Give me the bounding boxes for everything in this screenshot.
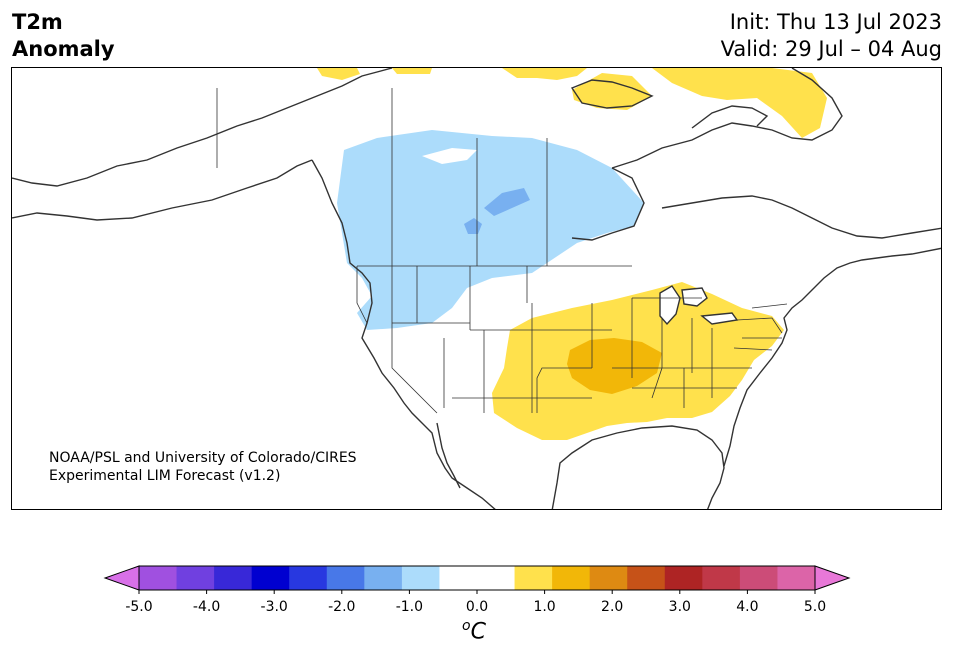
colorbar-tick-label: 5.0 xyxy=(803,599,827,615)
credit-line2: Experimental LIM Forecast (v1.2) xyxy=(49,468,281,484)
colorbar-cell xyxy=(514,566,553,590)
colorbar-tick-marks xyxy=(138,590,816,594)
warm-anomaly-arctic-west xyxy=(317,68,360,80)
colorbar-tick-label: -3.0 xyxy=(260,599,288,615)
colorbar-tick-label: -1.0 xyxy=(395,599,424,615)
colorbar-cell xyxy=(289,566,328,590)
colorbar-cell xyxy=(176,566,215,590)
warm-anomaly-arctic-east xyxy=(572,73,652,110)
colorbar-cell xyxy=(139,566,178,590)
warm-anomaly-core xyxy=(567,338,662,394)
valid-dates: Valid: 29 Jul – 04 Aug xyxy=(720,37,942,61)
init-date: Init: Thu 13 Jul 2023 xyxy=(729,10,942,34)
colorbar-cell xyxy=(439,566,478,590)
colorbar-cell xyxy=(627,566,666,590)
anomaly-map: NOAA/PSL and University of Colorado/CIRE… xyxy=(11,67,942,510)
colorbar-tick-label: -2.0 xyxy=(328,599,356,615)
colorbar-tick-label: 0.0 xyxy=(465,599,489,615)
colorbar-cell xyxy=(401,566,440,590)
map-canvas xyxy=(12,68,941,509)
colorbar-cell xyxy=(214,566,253,590)
colorbar-cell xyxy=(664,566,703,590)
colorbar-tick-label: -5.0 xyxy=(125,599,153,615)
colorbar-cell xyxy=(702,566,741,590)
political-borders xyxy=(216,88,788,414)
colorbar-cell xyxy=(589,566,628,590)
unit-superscript: o xyxy=(462,618,471,634)
forecast-dates: Init: Thu 13 Jul 2023 Valid: 29 Jul – 04… xyxy=(721,9,942,63)
colorbar-tick-label: 2.0 xyxy=(601,599,624,615)
gulf-of-mexico xyxy=(552,426,724,509)
cold-anomaly-core2 xyxy=(464,218,482,234)
colorbar-cells xyxy=(139,566,816,590)
unit-base: C xyxy=(470,619,486,645)
colorbar-unit: oC xyxy=(462,618,486,644)
cold-anomaly-core xyxy=(484,188,530,216)
colorbar-tick-label: 1.0 xyxy=(533,599,556,615)
map-title: T2m Anomaly xyxy=(12,9,115,63)
warm-anomaly-arctic-west2 xyxy=(392,68,432,74)
colorbar-tick-label: 3.0 xyxy=(668,599,691,615)
colorbar-cell xyxy=(251,566,290,590)
colorbar xyxy=(103,565,851,594)
title-line1: T2m xyxy=(12,10,63,34)
colorbar-max-extension xyxy=(814,565,851,591)
colorbar-cell xyxy=(364,566,403,590)
title-line2: Anomaly xyxy=(12,37,115,61)
credit-line1: NOAA/PSL and University of Colorado/CIRE… xyxy=(49,450,357,466)
lake-winnipeg-area xyxy=(422,148,477,164)
colorbar-cell xyxy=(552,566,591,590)
colorbar-tick-label: -4.0 xyxy=(192,599,221,615)
warm-anomaly-arctic-far-east xyxy=(652,68,827,138)
warm-anomaly-arctic-mid xyxy=(502,68,587,80)
colorbar-cell xyxy=(739,566,778,590)
colorbar-cell xyxy=(326,566,365,590)
map-credit: NOAA/PSL and University of Colorado/CIRE… xyxy=(49,449,357,485)
colorbar-tick-label: 4.0 xyxy=(736,599,759,615)
cold-anomaly-region xyxy=(337,130,644,330)
colorbar-cell xyxy=(477,566,516,590)
colorbar-cell xyxy=(777,566,816,590)
colorbar-min-extension xyxy=(103,565,140,591)
